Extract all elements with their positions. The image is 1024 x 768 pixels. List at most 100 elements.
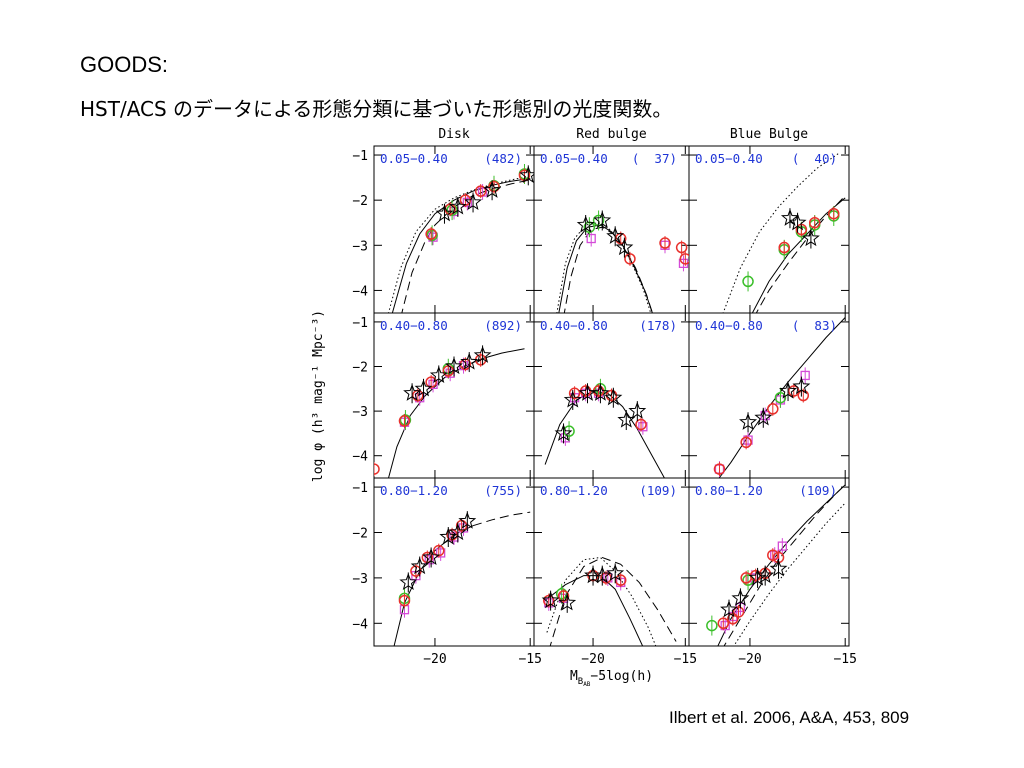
x-tick-label: −15: [674, 652, 697, 667]
circle-point-red: [659, 237, 671, 249]
square-point: [424, 555, 434, 565]
slide-subtitle: HST/ACS のデータによる形態分類に基づいた形態別の光度関数。: [80, 97, 673, 121]
circle-point-green: [555, 588, 568, 600]
redshift-label: 0.05−0.40: [695, 151, 763, 166]
circle-point-red: [732, 606, 745, 618]
column-header: Disk: [438, 127, 469, 142]
solid-curve: [391, 178, 531, 313]
circle-point-red: [398, 594, 411, 607]
panel: [534, 313, 689, 478]
circle-point-red: [474, 185, 487, 197]
x-tick-label: −20: [581, 652, 604, 667]
redshift-label: 0.80−1.20: [540, 483, 608, 498]
circle-point-red: [740, 436, 752, 449]
dashed-curve: [472, 511, 531, 527]
star-point: [628, 401, 647, 419]
star-point: [606, 226, 625, 244]
star-point: [458, 511, 477, 529]
star-point: [756, 566, 775, 584]
circle-point-green: [706, 619, 718, 632]
panel: [374, 313, 534, 478]
circle-point-red: [679, 253, 689, 265]
x-tick-label: −15: [833, 652, 856, 667]
count-label: (109): [799, 483, 837, 498]
circle-point-green: [774, 391, 787, 404]
square-point: [428, 379, 438, 390]
star-point: [554, 423, 573, 442]
panel: [374, 146, 534, 313]
citation: Ilbert et al. 2006, A&A, 453, 809: [669, 708, 910, 727]
star-point: [617, 410, 636, 428]
star-point: [563, 390, 582, 408]
solid-curve: [387, 348, 525, 478]
panel: [689, 478, 849, 646]
star-point: [593, 211, 612, 229]
star-point: [801, 229, 820, 247]
circle-point-red: [557, 590, 570, 602]
star-point: [606, 564, 625, 581]
circle-point-red: [425, 228, 437, 240]
square-point: [586, 233, 596, 244]
star-point: [448, 523, 467, 541]
star-point: [519, 165, 534, 183]
circle-point-red: [421, 551, 434, 564]
circle-point-red: [635, 418, 647, 431]
x-tick-label: −20: [423, 652, 446, 667]
star-point: [558, 593, 577, 611]
dashed-curve: [723, 484, 846, 646]
star-point: [779, 381, 798, 399]
star-point: [604, 388, 623, 406]
star-point: [780, 208, 799, 226]
count-label: (482): [484, 151, 522, 166]
circle-point-red: [398, 415, 411, 427]
star-point: [460, 352, 479, 370]
star-point: [731, 588, 750, 606]
circle-point-red: [778, 241, 790, 254]
count-label: ( 83): [792, 318, 837, 333]
dotted-curve: [387, 175, 531, 313]
solid-curve: [718, 317, 846, 478]
circle-point-red: [767, 403, 779, 415]
y-tick-label: −4: [352, 617, 368, 632]
circle-point-red: [808, 216, 821, 229]
x-axis-title: MBAB−5log(h): [570, 669, 653, 688]
dashed-curve: [755, 195, 846, 313]
circle-point-red: [488, 180, 500, 193]
column-header: Red bulge: [576, 127, 647, 142]
redshift-label: 0.40−0.80: [380, 318, 448, 333]
y-tick-label: −3: [352, 239, 368, 254]
star-point: [464, 192, 483, 211]
star-point: [399, 572, 418, 591]
slide-title: GOODS:: [80, 52, 169, 77]
circle-point-green: [742, 275, 754, 288]
circle-point-green: [563, 425, 575, 437]
y-tick-label: −2: [352, 526, 368, 541]
star-point: [448, 197, 467, 215]
count-label: (755): [484, 483, 522, 498]
star-point: [739, 412, 758, 430]
redshift-label: 0.80−1.20: [380, 483, 448, 498]
star-point: [403, 383, 422, 401]
star-point: [748, 568, 767, 586]
square-point: [777, 541, 787, 551]
count-label: (178): [639, 318, 677, 333]
star-point: [445, 357, 463, 375]
dotted-curve: [722, 152, 840, 313]
luminosity-function-figure: Disk Red bulge Blue Bulge log φ (h³ mag⁻¹ M…: [311, 127, 857, 688]
circle-point-red: [425, 376, 437, 388]
circle-point-red: [614, 574, 627, 586]
redshift-label: 0.40−0.80: [695, 318, 763, 333]
redshift-label: 0.05−0.40: [380, 151, 448, 166]
panel: [689, 146, 849, 313]
panel: [534, 478, 689, 646]
y-tick-label: −4: [352, 450, 368, 465]
circle-point-red: [675, 241, 688, 254]
star-point: [591, 383, 610, 401]
star-point: [483, 180, 502, 198]
star-point: [435, 204, 454, 222]
square-point: [462, 197, 472, 208]
dashed-curve: [563, 226, 653, 313]
star-point: [473, 346, 492, 363]
star-point: [754, 408, 773, 426]
dashed-curve: [401, 179, 531, 313]
